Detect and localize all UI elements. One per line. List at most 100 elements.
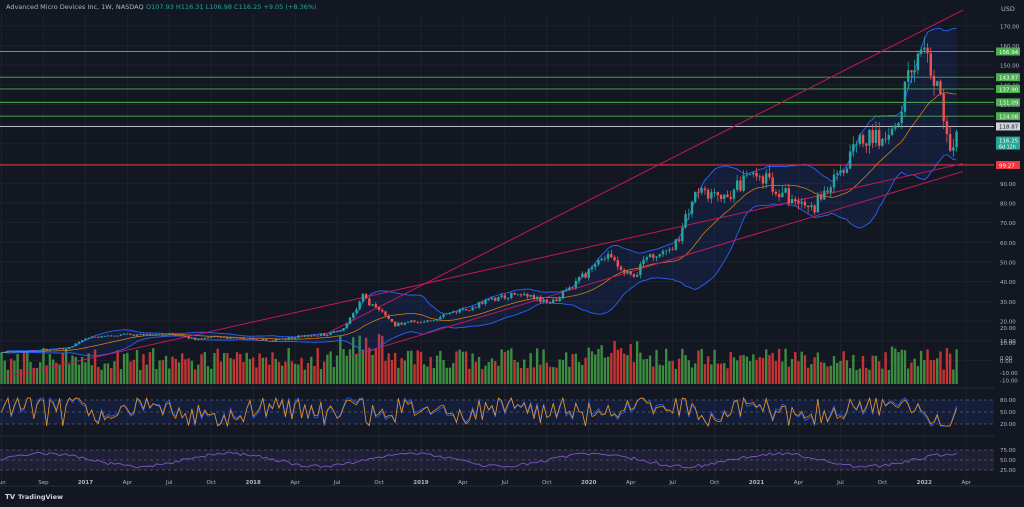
candle[interactable] [906,70,910,82]
candle[interactable] [297,335,300,338]
candle[interactable] [148,334,152,335]
candle[interactable] [832,174,836,188]
candle[interactable] [290,337,294,339]
candle[interactable] [177,335,181,336]
candle[interactable] [500,295,503,298]
candle[interactable] [687,213,690,215]
candle[interactable] [613,257,616,261]
candle[interactable] [110,335,113,337]
candle[interactable] [503,295,507,299]
candle[interactable] [164,334,168,336]
candle[interactable] [642,259,645,265]
candle[interactable] [871,130,874,143]
candle[interactable] [258,340,261,342]
candle[interactable] [710,192,713,199]
horizontal-levels[interactable] [0,51,994,166]
candle[interactable] [671,249,674,251]
candle[interactable] [719,195,723,199]
candle[interactable] [219,337,223,338]
candle[interactable] [206,337,210,339]
candle[interactable] [406,322,410,323]
candle[interactable] [168,333,171,335]
candle[interactable] [381,309,384,312]
candle[interactable] [158,334,161,336]
candle[interactable] [923,47,926,50]
candle[interactable] [703,188,707,190]
candle[interactable] [3,352,6,354]
candle[interactable] [326,334,329,336]
candle[interactable] [264,339,268,341]
candle[interactable] [303,335,307,337]
candle[interactable] [590,266,594,269]
candle[interactable] [606,254,610,259]
candle[interactable] [939,81,942,94]
candle[interactable] [794,199,797,202]
candle[interactable] [300,335,303,337]
candle[interactable] [552,299,555,304]
candle[interactable] [361,294,365,302]
candle[interactable] [755,172,758,177]
candle[interactable] [658,254,661,257]
candle[interactable] [713,192,716,193]
candle[interactable] [664,250,668,252]
candle[interactable] [184,336,187,337]
candle[interactable] [284,338,287,340]
candle[interactable] [55,349,58,350]
candle[interactable] [597,260,600,265]
candle[interactable] [697,191,700,193]
last-price-label[interactable]: 116.25 [999,139,1019,145]
candle[interactable] [758,176,761,178]
candle[interactable] [681,227,684,242]
candle[interactable] [439,317,442,320]
candle[interactable] [648,254,652,258]
candle[interactable] [926,47,929,54]
candle[interactable] [145,334,148,335]
candle[interactable] [548,301,552,304]
candle[interactable] [239,338,242,339]
candle[interactable] [748,174,752,175]
candle[interactable] [332,331,336,333]
candle[interactable] [377,307,381,310]
candle[interactable] [358,301,361,310]
candle[interactable] [513,292,516,295]
candle[interactable] [171,333,174,335]
candle[interactable] [735,180,739,190]
candle[interactable] [535,297,539,299]
candle[interactable] [319,333,323,336]
candle[interactable] [248,338,252,340]
candle[interactable] [232,337,236,339]
time-axis[interactable]: Jun Sep 2017 Apr Jul Oct 2018 Apr Jul Oct 2019 Apr J… [0,480,1024,503]
candle[interactable] [910,70,913,73]
candle[interactable] [610,254,613,258]
candle[interactable] [477,302,481,308]
candle[interactable] [255,339,258,341]
candle[interactable] [603,258,607,260]
candle[interactable] [35,351,39,352]
candle[interactable] [74,343,77,347]
candle[interactable] [819,195,823,200]
candle[interactable] [936,81,939,86]
price-level-label[interactable]: 131.09 [999,101,1019,107]
candle[interactable] [322,333,326,336]
candle[interactable] [542,299,545,302]
candle[interactable] [313,335,316,337]
candle[interactable] [865,143,868,146]
candle[interactable] [13,351,16,353]
candle[interactable] [781,192,784,197]
candle[interactable] [226,336,229,339]
candle[interactable] [174,334,177,336]
candle[interactable] [400,322,403,325]
candle[interactable] [568,287,571,290]
candle[interactable] [348,317,352,324]
price-level-label[interactable]: 143.87 [999,76,1019,82]
candle[interactable] [645,257,649,260]
candle[interactable] [826,190,829,193]
candle[interactable] [180,335,184,337]
candle[interactable] [6,351,10,353]
candle[interactable] [142,334,145,335]
candle[interactable] [803,201,807,206]
candle[interactable] [197,338,200,340]
candle[interactable] [93,336,97,338]
candle[interactable] [200,338,203,340]
candle[interactable] [9,351,13,352]
